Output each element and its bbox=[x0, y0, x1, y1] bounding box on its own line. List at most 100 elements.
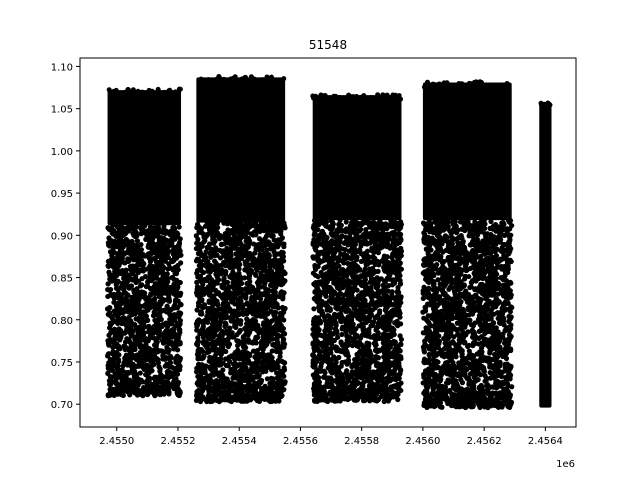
data-point bbox=[145, 307, 151, 313]
data-point bbox=[159, 384, 165, 390]
data-point bbox=[209, 368, 216, 374]
data-point bbox=[277, 350, 283, 356]
data-point bbox=[281, 380, 288, 386]
data-point bbox=[375, 323, 381, 329]
data-point bbox=[249, 393, 255, 399]
data-point bbox=[220, 248, 226, 254]
data-point bbox=[397, 277, 403, 284]
data-point bbox=[239, 366, 245, 372]
data-point bbox=[252, 318, 259, 324]
data-point bbox=[269, 325, 276, 331]
data-point bbox=[162, 339, 168, 345]
data-point bbox=[153, 320, 159, 326]
data-point bbox=[243, 238, 249, 244]
data-point bbox=[112, 340, 118, 346]
data-point bbox=[195, 300, 202, 306]
data-point bbox=[267, 380, 273, 387]
data-point bbox=[340, 267, 346, 273]
data-point bbox=[132, 228, 138, 234]
data-point bbox=[265, 352, 271, 358]
data-point bbox=[211, 226, 217, 232]
data-point bbox=[150, 256, 156, 262]
data-point bbox=[230, 370, 236, 376]
data-point bbox=[111, 299, 117, 305]
data-point bbox=[147, 297, 153, 303]
data-point bbox=[165, 254, 172, 261]
data-point bbox=[244, 386, 250, 392]
data-point bbox=[218, 331, 224, 337]
data-point bbox=[268, 375, 274, 382]
data-point bbox=[230, 239, 236, 245]
data-point bbox=[139, 327, 145, 333]
data-point bbox=[137, 370, 143, 376]
data-point bbox=[227, 358, 233, 365]
data-point bbox=[235, 371, 241, 377]
data-point bbox=[168, 355, 174, 361]
data-point bbox=[165, 91, 171, 97]
dense-points-block bbox=[312, 95, 402, 221]
data-point bbox=[214, 392, 220, 398]
data-point bbox=[137, 332, 143, 338]
data-point bbox=[160, 280, 166, 286]
data-point bbox=[117, 299, 123, 305]
data-point bbox=[335, 334, 341, 340]
data-point bbox=[193, 397, 200, 403]
data-point bbox=[322, 92, 328, 98]
data-point bbox=[227, 325, 233, 331]
data-point bbox=[229, 317, 235, 323]
data-point bbox=[197, 311, 204, 317]
data-point bbox=[172, 334, 178, 340]
data-point bbox=[222, 340, 228, 347]
data-point bbox=[111, 379, 118, 385]
data-point bbox=[261, 358, 267, 364]
data-point bbox=[360, 380, 366, 387]
data-point bbox=[247, 220, 253, 226]
data-point bbox=[259, 395, 265, 401]
data-point bbox=[137, 283, 144, 289]
data-point bbox=[271, 360, 277, 366]
data-point bbox=[227, 261, 233, 268]
data-point bbox=[274, 375, 281, 381]
data-point bbox=[224, 294, 230, 300]
data-point bbox=[318, 92, 324, 98]
data-point bbox=[244, 228, 250, 234]
data-point bbox=[311, 306, 317, 312]
data-point bbox=[312, 223, 318, 229]
data-point bbox=[373, 284, 379, 291]
data-point bbox=[374, 314, 380, 320]
data-point bbox=[156, 234, 162, 241]
data-point bbox=[243, 372, 250, 378]
data-point bbox=[149, 381, 156, 387]
data-point bbox=[156, 325, 162, 331]
data-point bbox=[114, 372, 120, 378]
data-point bbox=[223, 312, 229, 318]
data-point bbox=[164, 237, 170, 243]
data-point bbox=[155, 86, 161, 92]
data-point bbox=[176, 280, 182, 286]
data-point bbox=[237, 227, 243, 233]
data-point bbox=[115, 286, 121, 292]
data-point bbox=[165, 323, 171, 330]
data-point bbox=[134, 238, 141, 244]
data-point bbox=[238, 233, 244, 239]
data-point bbox=[257, 329, 264, 335]
data-point bbox=[206, 336, 213, 342]
data-point bbox=[158, 298, 164, 304]
data-point bbox=[168, 382, 174, 388]
data-point bbox=[111, 326, 118, 332]
data-point bbox=[116, 311, 122, 317]
data-point bbox=[115, 331, 122, 337]
data-point bbox=[154, 251, 160, 257]
data-point bbox=[202, 339, 209, 345]
data-point bbox=[161, 92, 167, 98]
data-point bbox=[317, 218, 323, 224]
data-point bbox=[236, 383, 242, 389]
data-point bbox=[122, 339, 129, 345]
data-point bbox=[148, 291, 155, 297]
data-point bbox=[170, 312, 176, 318]
data-point bbox=[248, 289, 254, 295]
data-point bbox=[167, 340, 173, 347]
data-point bbox=[148, 389, 154, 395]
data-point bbox=[331, 93, 337, 99]
data-point bbox=[268, 367, 275, 373]
